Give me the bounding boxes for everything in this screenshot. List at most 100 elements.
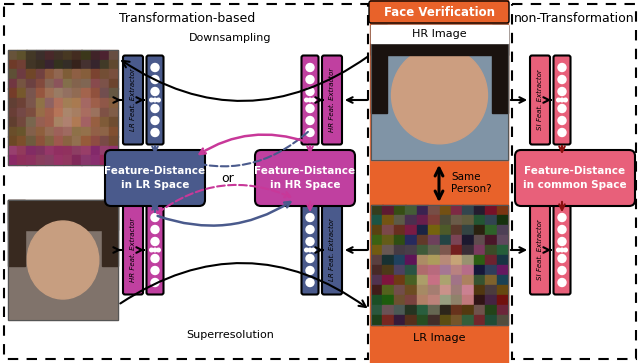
- Bar: [26, 117, 36, 127]
- Bar: [81, 88, 91, 98]
- Bar: [100, 117, 109, 127]
- Text: Feature-Distance
in common Space: Feature-Distance in common Space: [523, 166, 627, 189]
- Bar: [474, 275, 486, 285]
- Circle shape: [312, 98, 316, 102]
- Circle shape: [558, 129, 566, 136]
- Circle shape: [558, 105, 566, 113]
- Circle shape: [306, 225, 314, 233]
- Bar: [371, 25, 508, 55]
- Bar: [497, 245, 508, 255]
- Bar: [394, 265, 406, 275]
- FancyArrowPatch shape: [120, 263, 366, 307]
- Bar: [428, 285, 440, 295]
- Bar: [8, 98, 17, 108]
- Bar: [371, 275, 383, 285]
- Bar: [109, 117, 118, 127]
- FancyArrowPatch shape: [122, 57, 368, 101]
- Ellipse shape: [392, 46, 488, 144]
- Bar: [462, 215, 474, 225]
- Bar: [100, 88, 109, 98]
- Bar: [35, 136, 45, 146]
- Text: SI Feat. Extractor: SI Feat. Extractor: [537, 70, 543, 130]
- Bar: [497, 305, 508, 315]
- Bar: [485, 225, 497, 235]
- Bar: [45, 127, 54, 136]
- Bar: [474, 215, 486, 225]
- Bar: [440, 295, 451, 305]
- Bar: [440, 215, 451, 225]
- Bar: [428, 235, 440, 245]
- Bar: [109, 88, 118, 98]
- Bar: [371, 25, 508, 160]
- Bar: [428, 225, 440, 235]
- Bar: [474, 305, 486, 315]
- Bar: [394, 275, 406, 285]
- Circle shape: [558, 278, 566, 286]
- FancyArrowPatch shape: [157, 185, 291, 213]
- Bar: [394, 235, 406, 245]
- Bar: [54, 88, 63, 98]
- Bar: [485, 295, 497, 305]
- Bar: [90, 98, 100, 108]
- Bar: [485, 235, 497, 245]
- Circle shape: [558, 87, 566, 95]
- Bar: [417, 285, 428, 295]
- Bar: [8, 79, 17, 89]
- Bar: [405, 295, 417, 305]
- Bar: [405, 305, 417, 315]
- Bar: [63, 107, 72, 117]
- Circle shape: [306, 237, 314, 245]
- Bar: [405, 275, 417, 285]
- Bar: [8, 50, 118, 165]
- Bar: [440, 245, 451, 255]
- FancyBboxPatch shape: [554, 205, 570, 294]
- Bar: [72, 79, 82, 89]
- Circle shape: [153, 98, 157, 102]
- Circle shape: [557, 98, 560, 102]
- Bar: [63, 98, 72, 108]
- Circle shape: [306, 213, 314, 221]
- Bar: [63, 117, 72, 127]
- Bar: [54, 60, 63, 69]
- Circle shape: [557, 248, 560, 252]
- Circle shape: [150, 248, 154, 252]
- FancyBboxPatch shape: [530, 205, 550, 294]
- Bar: [485, 265, 497, 275]
- Bar: [45, 146, 54, 156]
- Text: HR Image: HR Image: [412, 29, 467, 39]
- Bar: [35, 79, 45, 89]
- Bar: [394, 225, 406, 235]
- FancyArrowPatch shape: [157, 202, 291, 226]
- Circle shape: [564, 248, 567, 252]
- Bar: [497, 205, 508, 215]
- Bar: [81, 79, 91, 89]
- Bar: [45, 155, 54, 165]
- Bar: [45, 69, 54, 79]
- Bar: [383, 225, 394, 235]
- Bar: [462, 205, 474, 215]
- Bar: [451, 275, 463, 285]
- Bar: [72, 155, 82, 165]
- Bar: [383, 205, 394, 215]
- Bar: [428, 255, 440, 265]
- Bar: [440, 275, 451, 285]
- Bar: [100, 127, 109, 136]
- Bar: [371, 305, 383, 315]
- Bar: [394, 305, 406, 315]
- Bar: [72, 136, 82, 146]
- Bar: [109, 127, 118, 136]
- Bar: [428, 305, 440, 315]
- Bar: [440, 265, 451, 275]
- Bar: [100, 136, 109, 146]
- Bar: [417, 225, 428, 235]
- Bar: [428, 205, 440, 215]
- Bar: [72, 127, 82, 136]
- Bar: [405, 225, 417, 235]
- Circle shape: [306, 129, 314, 136]
- Bar: [462, 315, 474, 325]
- Bar: [26, 146, 36, 156]
- Bar: [440, 315, 451, 325]
- Bar: [45, 136, 54, 146]
- Bar: [109, 98, 118, 108]
- Bar: [81, 69, 91, 79]
